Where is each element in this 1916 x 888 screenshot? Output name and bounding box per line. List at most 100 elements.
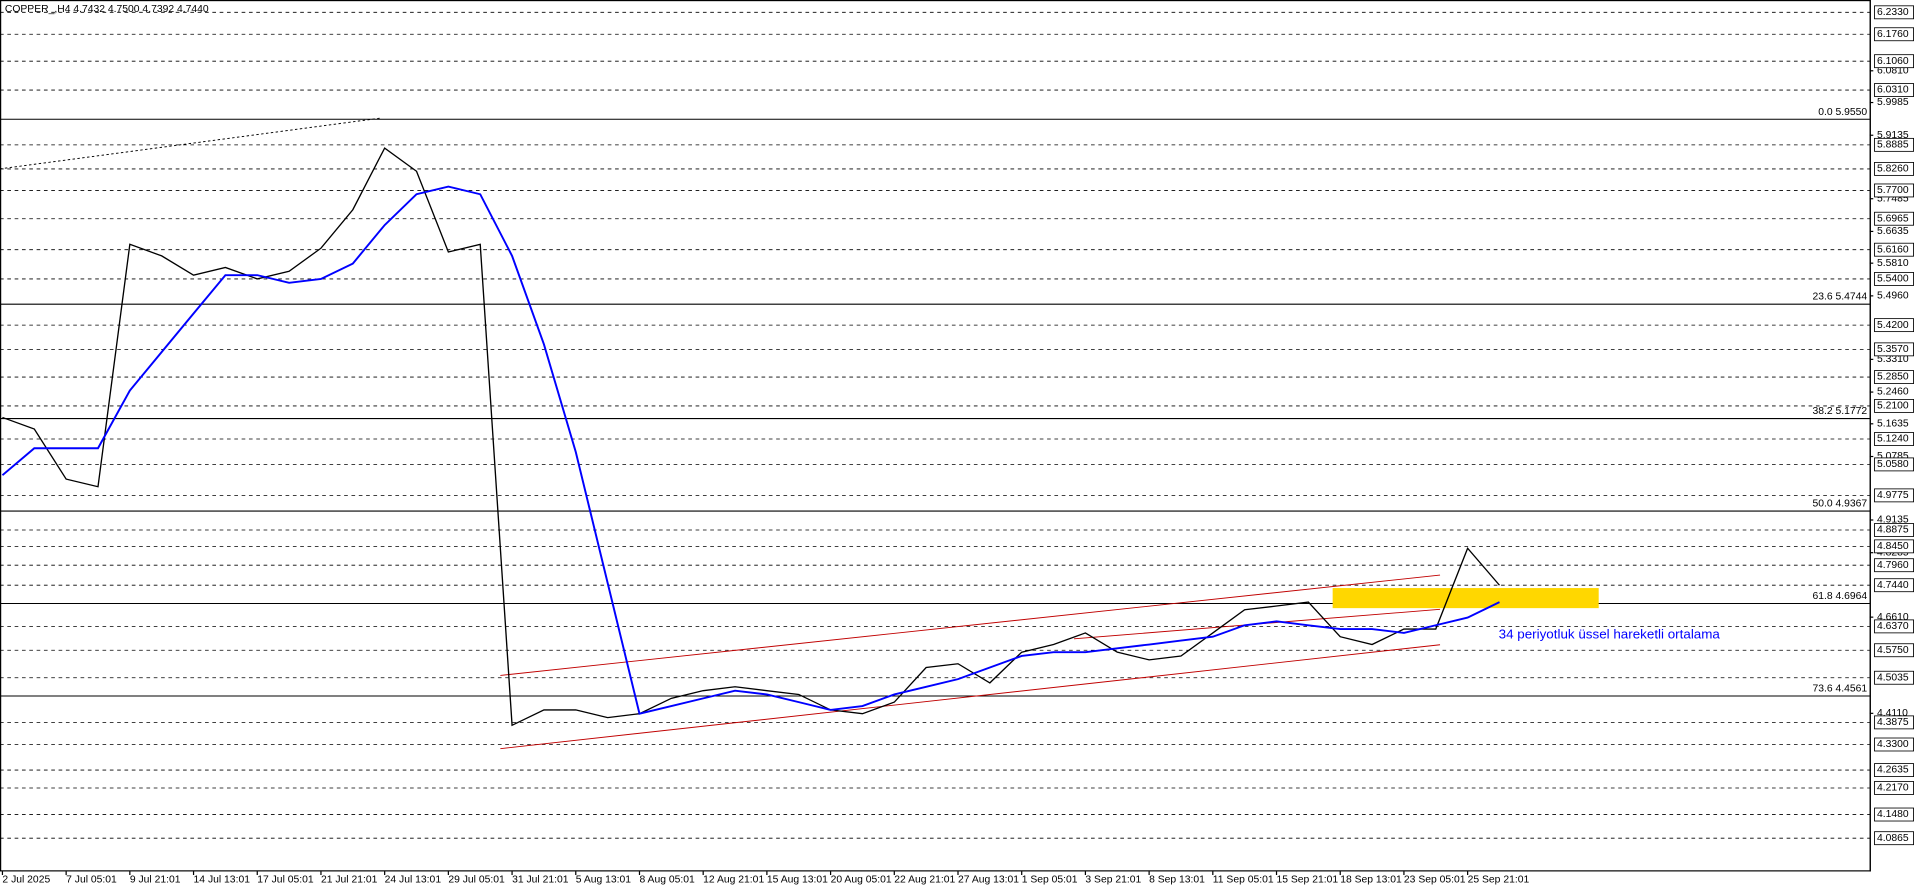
y-tick-label: 4.8450	[1877, 541, 1909, 552]
y-tick-label: 5.5400	[1877, 274, 1909, 285]
level-box	[1874, 211, 1914, 226]
y-tick-label: 5.9135	[1877, 130, 1909, 141]
x-tick-label: 18 Sep 13:01	[1340, 875, 1402, 886]
level-box	[1874, 272, 1914, 286]
level-box	[1874, 27, 1914, 42]
level-box	[1874, 488, 1914, 503]
y-tick-label: 5.2850	[1877, 372, 1909, 383]
x-tick-label: 21 Jul 21:01	[321, 875, 378, 886]
y-tick-label: 5.8260	[1877, 164, 1909, 175]
zone-box	[1332, 588, 1599, 609]
level-box	[1874, 763, 1914, 777]
level-box	[1874, 83, 1914, 97]
series-line	[2, 147, 1500, 727]
level-box	[1874, 432, 1914, 446]
y-tick-label: 5.6160	[1877, 244, 1909, 255]
level-box	[1874, 539, 1914, 554]
level-box	[1874, 523, 1914, 537]
channel-line	[500, 574, 1441, 676]
y-tick-label: 6.1060	[1877, 56, 1909, 67]
y-tick-label: 5.4200	[1877, 320, 1909, 331]
x-tick-label: 15 Sep 21:01	[1277, 875, 1339, 886]
y-tick-label: 5.2100	[1877, 401, 1909, 412]
level-box	[1874, 161, 1914, 176]
x-tick-label: 9 Jul 21:01	[130, 875, 181, 886]
level-box	[1874, 457, 1914, 472]
fib-label: 73.6 4.4561	[1812, 684, 1867, 695]
x-tick-label: 5 Aug 13:01	[576, 875, 632, 886]
level-box	[1874, 399, 1914, 413]
y-tick-label: 6.0310	[1877, 85, 1909, 96]
level-box	[1874, 5, 1914, 20]
x-tick-label: 15 Aug 13:01	[767, 875, 828, 886]
fib-label: 23.6 5.4744	[1812, 292, 1867, 303]
y-tick-label: 5.5810	[1877, 258, 1909, 269]
y-tick-label: 5.1240	[1877, 434, 1909, 445]
y-tick-label: 4.8875	[1877, 525, 1909, 536]
level-box	[1874, 578, 1914, 593]
y-tick-label: 5.1635	[1877, 419, 1909, 430]
level-box	[1874, 807, 1914, 822]
y-tick-label: 5.9985	[1877, 97, 1909, 108]
y-tick-label: 4.3875	[1877, 717, 1909, 728]
x-tick-label: 8 Sep 13:01	[1149, 875, 1205, 886]
series-line	[1, 185, 1500, 715]
x-tick-label: 22 Aug 21:01	[894, 875, 955, 886]
y-tick-label: 5.6965	[1877, 214, 1909, 225]
y-tick-label: 4.5750	[1877, 645, 1909, 656]
fib-trend-line	[0, 117, 381, 170]
level-box	[1874, 737, 1914, 752]
x-tick-label: 11 Sep 05:01	[1213, 875, 1274, 886]
level-box	[1874, 670, 1914, 685]
x-tick-label: 3 Sep 21:01	[1085, 875, 1141, 886]
fib-label: 61.8 4.6964	[1812, 591, 1867, 602]
level-box	[1874, 183, 1914, 198]
x-tick-label: 12 Aug 21:01	[703, 875, 764, 886]
y-tick-label: 5.0580	[1877, 459, 1909, 470]
y-tick-label: 5.2460	[1877, 387, 1909, 398]
y-tick-label: 6.1760	[1877, 29, 1909, 40]
x-tick-label: 27 Aug 13:01	[958, 875, 1019, 886]
y-tick-label: 4.2170	[1877, 783, 1909, 794]
x-tick-label: 17 Jul 05:01	[257, 875, 314, 886]
y-tick-label: 4.9775	[1877, 490, 1909, 501]
fib-label: 0.0 5.9550	[1818, 107, 1867, 118]
level-box	[1874, 342, 1914, 357]
x-tick-label: 29 Jul 05:01	[448, 875, 505, 886]
x-tick-label: 24 Jul 13:01	[385, 875, 442, 886]
x-tick-label: 31 Jul 21:01	[512, 875, 569, 886]
y-tick-label: 4.3300	[1877, 739, 1909, 750]
level-box	[1874, 715, 1914, 730]
y-tick-label: 4.7960	[1877, 560, 1909, 571]
level-box	[1874, 619, 1914, 634]
x-tick-label: 1 Sep 05:01	[1022, 875, 1078, 886]
level-box	[1874, 370, 1914, 384]
level-box	[1874, 558, 1914, 573]
y-tick-label: 4.9135	[1877, 515, 1909, 526]
y-tick-label: 4.6610	[1877, 612, 1909, 623]
y-tick-label: 5.6635	[1877, 226, 1909, 237]
level-box	[1874, 54, 1914, 69]
x-tick-label: 20 Aug 05:01	[831, 875, 892, 886]
y-tick-label: 5.8885	[1877, 140, 1909, 151]
y-tick-label: 4.5035	[1877, 673, 1909, 684]
y-tick-label: 5.7700	[1877, 185, 1909, 196]
y-tick-label: 5.7485	[1877, 194, 1909, 205]
channel-line	[500, 644, 1441, 750]
y-tick-label: 6.2330	[1877, 7, 1909, 18]
level-box	[1874, 242, 1914, 257]
y-tick-label: 5.3570	[1877, 344, 1909, 355]
level-box	[1874, 318, 1914, 333]
level-box	[1874, 137, 1914, 152]
x-tick-label: 2 Jul 2025	[2, 875, 50, 886]
y-tick-label: 4.6370	[1877, 621, 1909, 632]
y-tick-label: 4.7440	[1877, 580, 1909, 591]
x-tick-label: 8 Aug 05:01	[639, 875, 695, 886]
y-tick-label: 5.0785	[1877, 451, 1909, 462]
y-tick-label: 5.3310	[1877, 354, 1909, 365]
plot-frame	[0, 0, 1871, 872]
annotation: 34 periyotluk üssel hareketli ortalama	[1499, 627, 1721, 642]
fib-label: 38.2 5.1772	[1812, 406, 1867, 417]
